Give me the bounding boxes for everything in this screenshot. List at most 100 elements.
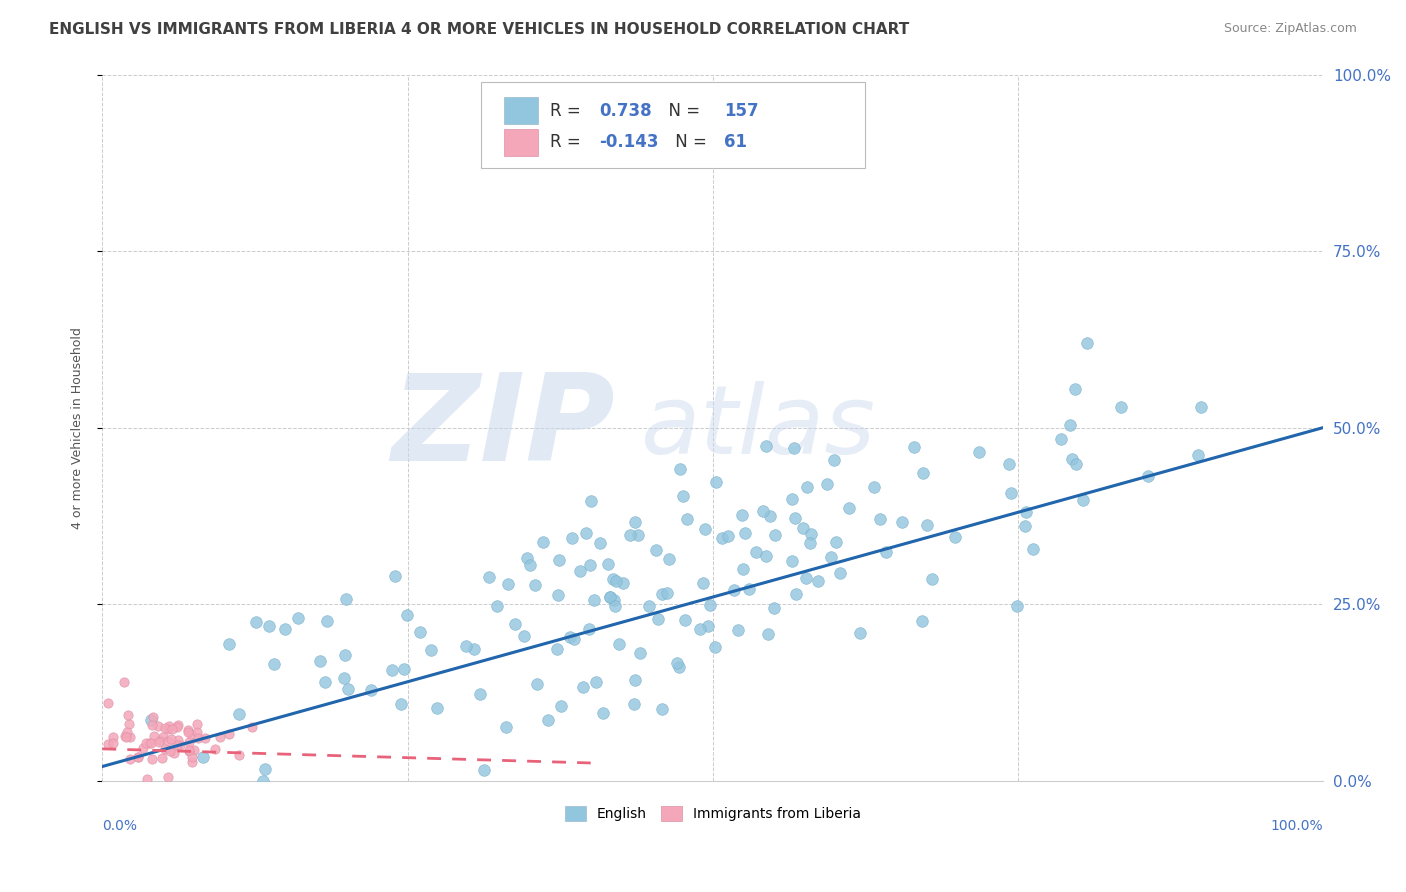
- Point: [1005, 599, 1028, 613]
- Point: [516, 550, 538, 565]
- Point: [166, 719, 188, 733]
- Point: [755, 549, 778, 563]
- Point: [254, 762, 277, 776]
- Point: [780, 553, 803, 567]
- Point: [531, 534, 554, 549]
- Point: [579, 494, 602, 508]
- Point: [1064, 382, 1087, 396]
- Point: [163, 747, 186, 761]
- Point: [579, 558, 602, 572]
- Point: [592, 706, 614, 720]
- Point: [838, 500, 860, 515]
- Point: [562, 632, 585, 646]
- Point: [689, 623, 711, 637]
- Point: [208, 730, 231, 744]
- Point: [912, 466, 935, 480]
- Point: [228, 706, 250, 721]
- Point: [495, 720, 517, 734]
- Point: [548, 553, 571, 567]
- Point: [135, 736, 157, 750]
- Point: [673, 613, 696, 627]
- Point: [651, 587, 673, 601]
- Text: 100.0%: 100.0%: [1271, 820, 1323, 833]
- Point: [575, 526, 598, 541]
- Point: [785, 511, 807, 525]
- Point: [824, 534, 846, 549]
- Point: [513, 629, 536, 643]
- Point: [150, 751, 173, 765]
- Point: [710, 531, 733, 545]
- Point: [257, 619, 280, 633]
- Point: [157, 719, 180, 733]
- Point: [204, 741, 226, 756]
- Point: [734, 525, 756, 540]
- Point: [807, 574, 830, 589]
- Point: [921, 572, 943, 586]
- Point: [1071, 492, 1094, 507]
- Point: [794, 571, 817, 585]
- Point: [114, 730, 136, 744]
- Point: [120, 730, 142, 744]
- Point: [550, 699, 572, 714]
- Point: [153, 742, 176, 756]
- Point: [665, 656, 688, 670]
- Point: [717, 529, 740, 543]
- Point: [149, 732, 172, 747]
- Point: [578, 623, 600, 637]
- Point: [762, 600, 785, 615]
- Point: [605, 574, 627, 589]
- Point: [419, 643, 441, 657]
- Point: [524, 578, 547, 592]
- Text: ENGLISH VS IMMIGRANTS FROM LIBERIA 4 OR MORE VEHICLES IN HOUSEHOLD CORRELATION C: ENGLISH VS IMMIGRANTS FROM LIBERIA 4 OR …: [49, 22, 910, 37]
- Point: [875, 545, 897, 559]
- Point: [478, 570, 501, 584]
- Point: [815, 477, 838, 491]
- Text: R =: R =: [550, 133, 586, 152]
- Point: [612, 576, 634, 591]
- Point: [759, 509, 782, 524]
- Point: [583, 593, 606, 607]
- Point: [998, 458, 1021, 472]
- Point: [1015, 505, 1038, 519]
- Point: [603, 599, 626, 613]
- Point: [138, 736, 160, 750]
- Point: [97, 696, 120, 710]
- Point: [830, 566, 852, 580]
- Text: Source: ZipAtlas.com: Source: ZipAtlas.com: [1223, 22, 1357, 36]
- Point: [755, 439, 778, 453]
- Point: [619, 528, 641, 542]
- Point: [1064, 457, 1087, 471]
- Point: [799, 536, 821, 550]
- Point: [903, 441, 925, 455]
- Point: [136, 772, 159, 786]
- Point: [117, 707, 139, 722]
- Point: [730, 508, 752, 522]
- Point: [496, 576, 519, 591]
- Point: [796, 480, 818, 494]
- Point: [1021, 542, 1043, 557]
- Point: [180, 727, 202, 741]
- Point: [160, 732, 183, 747]
- Point: [141, 752, 163, 766]
- Legend: English, Immigrants from Liberia: English, Immigrants from Liberia: [560, 801, 866, 827]
- Point: [697, 619, 720, 633]
- Text: ZIP: ZIP: [391, 369, 614, 486]
- Point: [891, 515, 914, 529]
- Text: 61: 61: [724, 133, 747, 152]
- Point: [179, 735, 201, 749]
- Point: [392, 663, 415, 677]
- Point: [112, 674, 135, 689]
- Point: [117, 724, 139, 739]
- Text: N =: N =: [671, 133, 713, 152]
- Point: [183, 743, 205, 757]
- Point: [628, 646, 651, 660]
- Point: [800, 526, 823, 541]
- Point: [676, 512, 699, 526]
- Point: [177, 725, 200, 739]
- FancyBboxPatch shape: [503, 128, 538, 156]
- Point: [699, 598, 721, 612]
- Point: [141, 718, 163, 732]
- Point: [1076, 335, 1098, 350]
- Point: [166, 738, 188, 752]
- Point: [752, 503, 775, 517]
